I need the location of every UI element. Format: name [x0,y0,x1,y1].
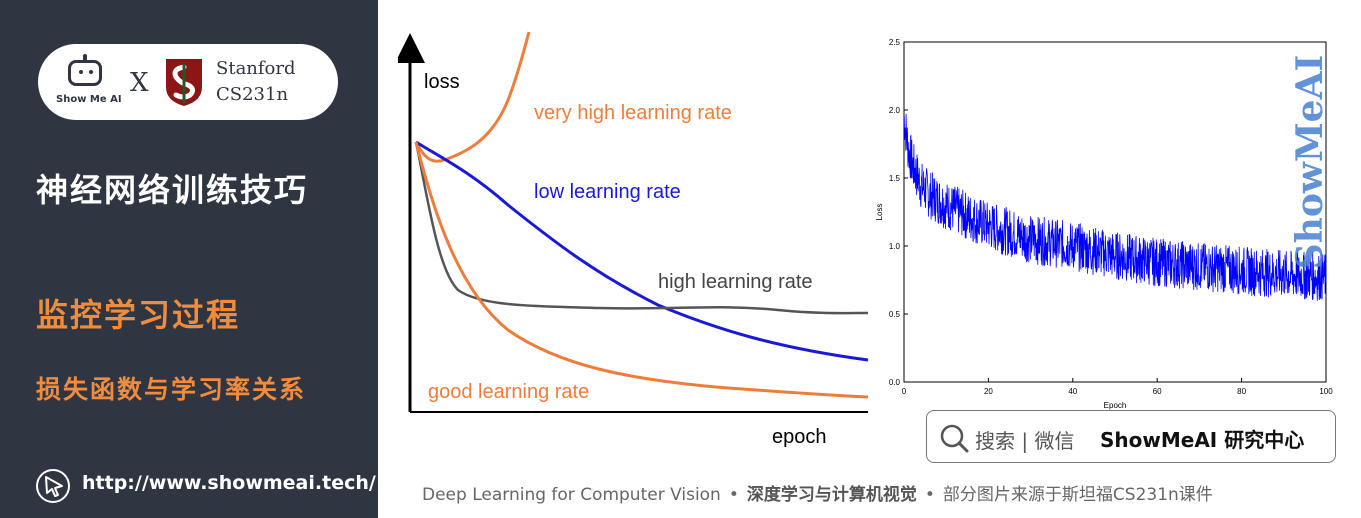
website-link[interactable]: http://www.showmeai.tech/ [82,472,376,494]
footer-separator: • [728,485,739,505]
search-icon [940,424,969,453]
search-box[interactable]: 搜索 | 微信 ShowMeAI 研究中心 [926,410,1336,463]
curve-high [414,141,869,315]
footer: Deep Learning for Computer Vision • 深度学习与计… [422,480,1213,505]
footer-chinese-title: 深度学习与计算机视觉 [746,485,917,505]
search-brand: ShowMeAI 研究中心 [1100,428,1305,452]
curve-low [415,140,869,362]
course-name: CS231n [216,84,289,105]
cursor-arrow-icon [36,469,70,503]
curve-very-high [414,31,531,163]
plot-ylabel: Loss [876,204,884,221]
y-tick-label: 1.0 [889,242,901,251]
x-tick-label: 60 [1153,387,1162,396]
label-high: high learning rate [658,271,813,293]
learning-rate-chart: loss epoch very high learning rate low l… [398,31,869,448]
label-low: low learning rate [534,181,681,203]
y-tick-label: 2.5 [889,38,901,47]
y-tick-label: 0.0 [889,378,901,387]
footer-separator: • [924,485,935,505]
x-tick-label: 80 [1237,387,1246,396]
stanford-name: Stanford [216,58,296,79]
footer-course: Deep Learning for Computer Vision [422,485,721,505]
x-tick-label: 100 [1319,387,1333,396]
subsection-title: 损失函数与学习率关系 [36,375,307,404]
y-tick-label: 2.0 [889,106,901,115]
sidebar-title: 神经网络训练技巧 [36,171,309,209]
watermark-text: ShowMeAI [1290,55,1331,270]
x-tick-label: 20 [984,387,993,396]
robot-icon [68,54,102,86]
section-title: 监控学习过程 [36,296,241,334]
x-mark: X [130,68,149,98]
y-tick-label: 0.5 [889,310,901,319]
loss-series-line [903,113,1327,301]
label-good: good learning rate [428,381,589,403]
y-tick-label: 1.5 [889,174,901,183]
stanford-logo-icon [166,59,202,106]
x-axis-label: epoch [772,426,827,448]
logo-badge: Show Me AI X Stanford CS231n [38,44,338,120]
showmeai-watermark: ShowMeAI [1290,55,1331,270]
plot-xlabel: Epoch [1104,401,1127,410]
y-axis-label: loss [424,71,460,93]
x-tick-label: 0 [902,387,907,396]
curve-good [414,141,869,399]
search-label: 搜索 | 微信 [975,429,1075,453]
showmeai-logo-text: Show Me AI [56,94,122,105]
x-tick-label: 40 [1068,387,1077,396]
label-very-high: very high learning rate [534,102,732,124]
loss-epoch-plot: 0 20 40 60 80 100 0.0 0.5 1.0 1.5 2.0 2.5 Epoch Loss [876,38,1333,410]
sidebar: Show Me AI X Stanford CS231n 神经网络训练技巧 监控… [0,0,378,518]
footer-source: 部分图片来源于斯坦福CS231n课件 [942,485,1213,505]
